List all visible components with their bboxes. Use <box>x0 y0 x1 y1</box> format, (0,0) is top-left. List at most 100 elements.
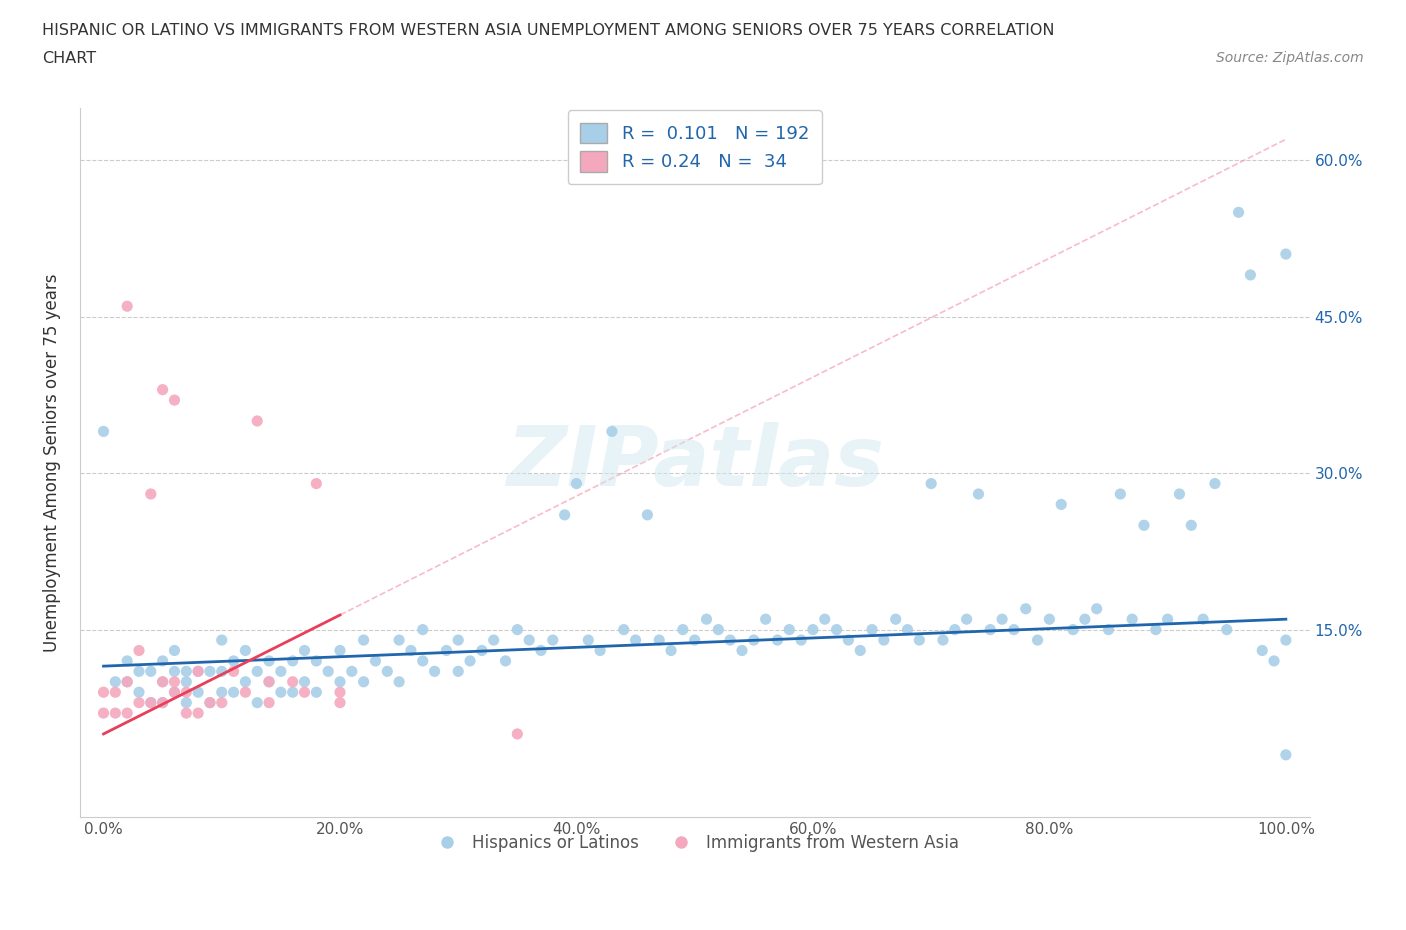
Point <box>174 706 197 721</box>
Point <box>565 476 588 491</box>
Point <box>353 674 375 689</box>
Point <box>152 674 174 689</box>
Point <box>1085 602 1108 617</box>
Point <box>128 696 150 711</box>
Point <box>152 654 174 669</box>
Point <box>211 632 233 647</box>
Point <box>600 424 623 439</box>
Point <box>495 654 517 669</box>
Point <box>104 674 127 689</box>
Point <box>257 674 280 689</box>
Point <box>932 632 955 647</box>
Point <box>1156 612 1178 627</box>
Point <box>1239 268 1261 283</box>
Point <box>825 622 848 637</box>
Point <box>956 612 979 627</box>
Point <box>778 622 800 637</box>
Point <box>1204 476 1226 491</box>
Point <box>305 654 328 669</box>
Point <box>731 643 754 658</box>
Point <box>222 664 245 679</box>
Point <box>412 654 434 669</box>
Point <box>1263 654 1285 669</box>
Point <box>139 696 162 711</box>
Point <box>139 696 162 711</box>
Point <box>659 643 682 658</box>
Point <box>152 674 174 689</box>
Point <box>624 632 647 647</box>
Point <box>388 632 411 647</box>
Point <box>115 654 138 669</box>
Point <box>211 684 233 699</box>
Point <box>1275 748 1298 763</box>
Point <box>246 414 269 429</box>
Point <box>353 632 375 647</box>
Point <box>163 674 186 689</box>
Legend: Hispanics or Latinos, Immigrants from Western Asia: Hispanics or Latinos, Immigrants from We… <box>425 828 966 858</box>
Point <box>1168 486 1191 501</box>
Point <box>128 643 150 658</box>
Text: Source: ZipAtlas.com: Source: ZipAtlas.com <box>1216 51 1364 65</box>
Point <box>257 654 280 669</box>
Point <box>1180 518 1202 533</box>
Point <box>152 696 174 711</box>
Point <box>742 632 765 647</box>
Point <box>152 696 174 711</box>
Point <box>506 726 529 741</box>
Point <box>294 674 316 689</box>
Y-axis label: Unemployment Among Seniors over 75 years: Unemployment Among Seniors over 75 years <box>44 273 60 652</box>
Point <box>1002 622 1025 637</box>
Point <box>152 382 174 397</box>
Point <box>908 632 931 647</box>
Point <box>316 664 339 679</box>
Point <box>672 622 695 637</box>
Point <box>896 622 918 637</box>
Point <box>281 654 304 669</box>
Point <box>281 684 304 699</box>
Point <box>1251 643 1274 658</box>
Point <box>235 643 257 658</box>
Point <box>93 684 115 699</box>
Point <box>163 684 186 699</box>
Point <box>1121 612 1143 627</box>
Point <box>305 684 328 699</box>
Point <box>849 643 872 658</box>
Point <box>696 612 718 627</box>
Point <box>329 684 352 699</box>
Point <box>541 632 564 647</box>
Point <box>683 632 706 647</box>
Point <box>294 643 316 658</box>
Point <box>884 612 907 627</box>
Point <box>447 664 470 679</box>
Point <box>790 632 813 647</box>
Point <box>235 684 257 699</box>
Point <box>1050 497 1073 512</box>
Point <box>329 696 352 711</box>
Point <box>187 706 209 721</box>
Point <box>471 643 494 658</box>
Point <box>1026 632 1049 647</box>
Point <box>198 696 221 711</box>
Point <box>93 424 115 439</box>
Point <box>554 508 576 523</box>
Point <box>104 706 127 721</box>
Point <box>1109 486 1132 501</box>
Point <box>423 664 446 679</box>
Point <box>104 684 127 699</box>
Point <box>506 622 529 637</box>
Point <box>648 632 671 647</box>
Point <box>517 632 540 647</box>
Point <box>1227 205 1250 219</box>
Point <box>447 632 470 647</box>
Point <box>1062 622 1084 637</box>
Point <box>755 612 778 627</box>
Point <box>187 664 209 679</box>
Point <box>257 696 280 711</box>
Point <box>93 706 115 721</box>
Point <box>860 622 883 637</box>
Point <box>1216 622 1239 637</box>
Point <box>128 664 150 679</box>
Point <box>174 684 197 699</box>
Point <box>766 632 789 647</box>
Point <box>1275 632 1298 647</box>
